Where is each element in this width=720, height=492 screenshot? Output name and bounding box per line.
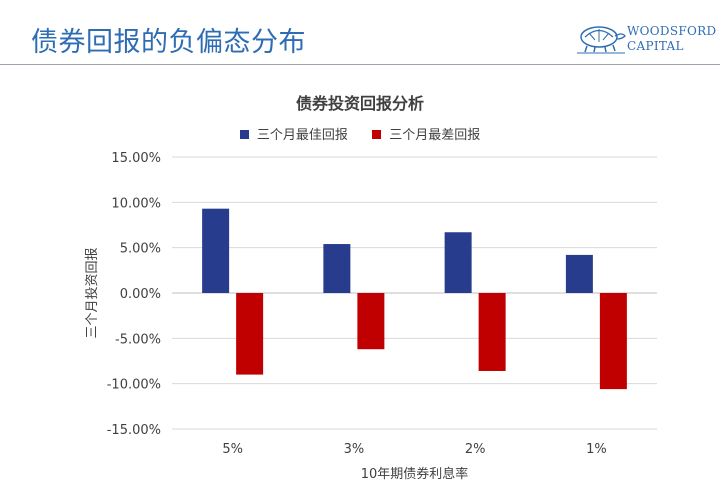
header-divider	[0, 64, 720, 65]
company-logo: WOODSFORD CAPITAL	[575, 20, 717, 56]
chart-title: 债券投资回报分析	[295, 94, 424, 113]
x-tick-label: 3%	[344, 442, 365, 457]
y-tick-label: 0.00%	[120, 287, 161, 302]
tortoise-logo-icon	[577, 26, 626, 54]
bar-worst	[478, 293, 506, 371]
page-title: 债券回报的负偏态分布	[31, 27, 306, 58]
logo-text-line1: WOODSFORD	[627, 24, 717, 38]
bar-best	[565, 254, 593, 293]
bar-worst	[236, 293, 264, 375]
x-tick-label: 2%	[465, 442, 486, 457]
legend-swatch-worst	[372, 130, 382, 139]
x-tick-label: 1%	[586, 442, 607, 457]
y-tick-label: -10.00%	[107, 378, 161, 393]
bar-worst	[599, 293, 627, 390]
legend-swatch-best	[239, 130, 249, 139]
logo-text-line2: CAPITAL	[627, 39, 684, 53]
y-tick-label: 15.00%	[111, 151, 161, 166]
bar-best	[444, 232, 472, 293]
bar-worst	[357, 293, 385, 350]
y-axis-label: 三个月投资回报	[84, 247, 100, 338]
x-axis-label: 10年期债券利息率	[361, 466, 469, 482]
bar-best	[202, 208, 230, 293]
y-tick-label: -5.00%	[115, 332, 161, 347]
legend-label-best: 三个月最佳回报	[256, 128, 348, 143]
x-axis-ticks: 5% 3% 2% 1%	[222, 442, 606, 457]
legend-label-worst: 三个月最差回报	[389, 128, 481, 143]
chart-legend: 三个月最佳回报 三个月最差回报	[0, 124, 720, 143]
bars	[202, 208, 627, 390]
y-tick-label: 10.00%	[111, 196, 161, 211]
legend-item-worst: 三个月最差回报	[372, 124, 480, 143]
bar-best	[323, 244, 351, 293]
y-tick-label: -15.00%	[107, 423, 161, 438]
y-axis-ticks: 15.00% 10.00% 5.00% 0.00% -5.00% -10.00% -15.0…	[107, 151, 161, 438]
legend-item-best: 三个月最佳回报	[239, 124, 348, 143]
x-tick-label: 5%	[222, 442, 243, 457]
y-tick-label: 5.00%	[120, 242, 161, 257]
